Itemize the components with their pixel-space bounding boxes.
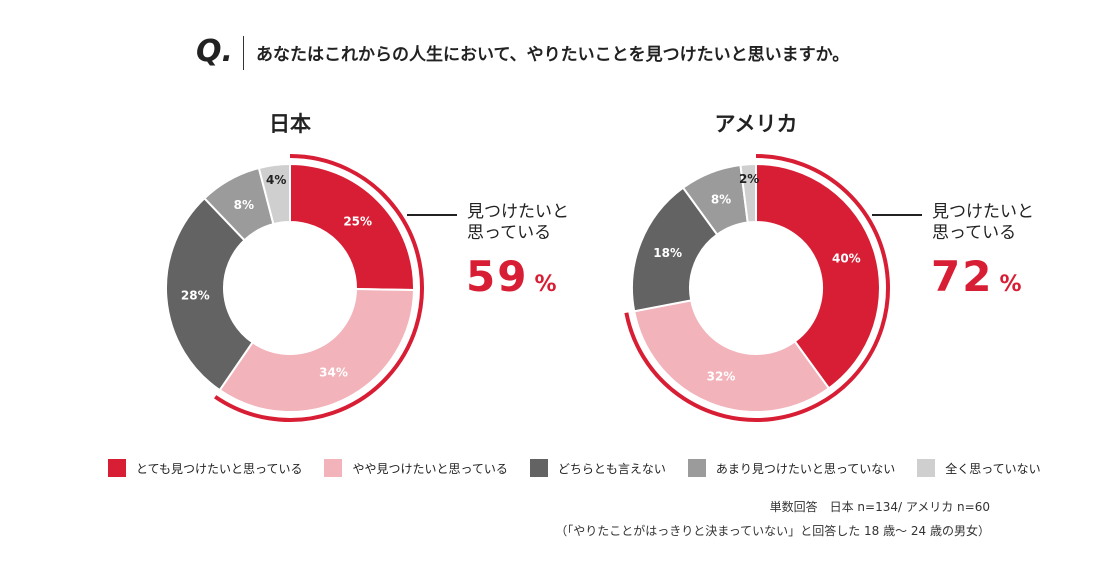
donut-japan-label-not-at-all: 4% — [266, 173, 286, 187]
legend-item-not-at-all: 全く思っていない — [917, 459, 1041, 477]
donut-usa-positive-arc — [624, 154, 890, 422]
legend-item-neutral: どちらとも言えない — [529, 459, 666, 477]
question-mark: Q. — [196, 34, 233, 69]
donut-japan: 25% 34% 28% 8% 4% — [165, 154, 424, 422]
legend-swatch-somewhat-yes — [324, 459, 343, 477]
callout-value-japan: 59% — [466, 252, 557, 301]
legend-label: あまり見つけたいと思っていない — [715, 461, 896, 476]
legend-swatch-neutral — [529, 459, 548, 477]
callout-line-usa — [872, 214, 922, 216]
respondent-note: （「やりたことがはっきりと決まっていない」と回答した 18 歳〜 24 歳の男女… — [555, 524, 990, 538]
legend-swatch-somewhat-no — [687, 459, 706, 477]
donut-usa-segment-somewhat-yes — [633, 299, 831, 413]
chart-title-japan: 日本 — [269, 112, 311, 136]
legend-item-somewhat-yes: やや見つけたいと思っている — [324, 459, 508, 477]
legend-swatch-not-at-all — [917, 459, 936, 477]
callout-line-japan — [407, 214, 457, 216]
legend-label: とても見つけたいと思っている — [136, 461, 303, 476]
callout-text-usa-line1: 見つけたいと — [932, 202, 1034, 222]
donut-japan-positive-arc — [214, 154, 424, 422]
legend-item-somewhat-no: あまり見つけたいと思っていない — [687, 459, 896, 477]
donut-japan-label-strong-yes: 25% — [343, 214, 372, 228]
callout-number-japan: 59 — [466, 252, 529, 301]
callout-text-usa: 見つけたいと 思っている — [932, 202, 1034, 244]
callout-text-usa-line2: 思っている — [932, 223, 1017, 243]
legend-label: やや見つけたいと思っている — [352, 461, 508, 476]
callout-text-japan-line2: 思っている — [467, 223, 552, 243]
donut-usa-segment-strong-yes — [755, 162, 881, 390]
donut-japan-segment-strong-yes — [289, 162, 415, 291]
sample-note: 単数回答 日本 n=134/ アメリカ n=60 — [769, 500, 990, 514]
legend-item-strong-yes: とても見つけたいと思っている — [108, 459, 302, 477]
donut-usa-label-not-at-all: 2% — [739, 172, 759, 186]
callout-unit-japan: % — [534, 272, 557, 297]
donut-japan-label-neutral: 28% — [181, 289, 210, 303]
legend-swatch-strong-yes — [108, 459, 126, 477]
callout-text-japan: 見つけたいと 思っている — [467, 202, 569, 244]
donut-japan-label-somewhat-yes: 34% — [319, 365, 348, 379]
donut-japan-segment-neutral — [165, 196, 254, 392]
donut-usa-label-somewhat-no: 8% — [711, 193, 731, 207]
donut-usa-label-somewhat-yes: 32% — [707, 369, 736, 383]
chart-title-usa: アメリカ — [714, 112, 798, 136]
legend: とても見つけたいと思っている やや見つけたいと思っている どちらとも言えない あ… — [108, 458, 1041, 478]
donut-japan-segment-not-at-all — [257, 162, 291, 226]
donut-usa: 40% 32% 18% 8% 2% — [624, 154, 890, 422]
callout-unit-usa: % — [999, 272, 1022, 297]
callout-value-usa: 72% — [931, 252, 1022, 301]
question-divider — [243, 36, 244, 70]
donut-japan-segment-somewhat-yes — [218, 288, 416, 413]
callout-number-usa: 72 — [931, 252, 994, 301]
donut-usa-label-neutral: 18% — [653, 246, 682, 260]
question-text: あなたはこれからの人生において、やりたいことを見つけたいと思いますか。 — [256, 45, 850, 65]
legend-label: 全く思っていない — [945, 461, 1041, 476]
donut-usa-label-strong-yes: 40% — [832, 252, 861, 266]
donut-usa-segment-not-at-all — [739, 162, 757, 224]
legend-label: どちらとも言えない — [557, 461, 666, 476]
donut-japan-label-somewhat-no: 8% — [234, 198, 254, 212]
callout-text-japan-line1: 見つけたいと — [467, 202, 569, 222]
